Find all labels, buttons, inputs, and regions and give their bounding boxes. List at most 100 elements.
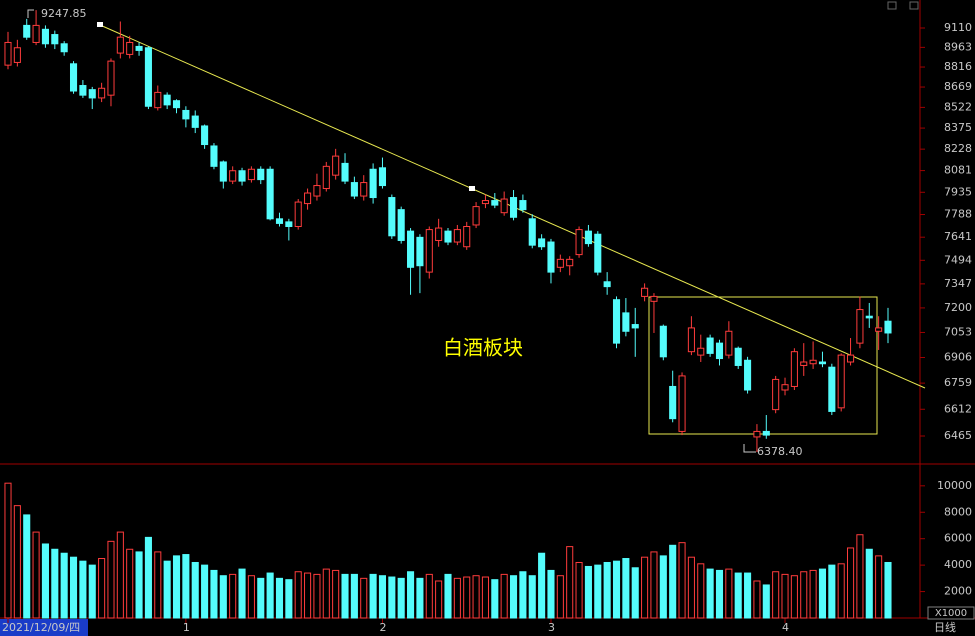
y-tick-label: 7494 xyxy=(944,253,972,266)
candle-body xyxy=(715,342,724,360)
candle-body xyxy=(88,89,96,99)
window-button[interactable] xyxy=(887,1,897,10)
candle-body xyxy=(285,221,293,228)
volume-bar xyxy=(416,577,424,619)
y-tick-label: 7935 xyxy=(944,185,972,198)
candle-body xyxy=(800,361,808,366)
candle-body xyxy=(397,209,405,241)
volume-bar xyxy=(41,543,49,619)
candle-body xyxy=(809,359,817,365)
candle-body xyxy=(659,325,667,358)
volume-bar xyxy=(612,560,621,619)
candle-body xyxy=(425,229,433,273)
volume-bar xyxy=(828,564,836,619)
volume-bar xyxy=(687,556,695,619)
volume-bar xyxy=(715,569,724,619)
volume-bar xyxy=(238,568,246,619)
candle-body xyxy=(641,287,649,297)
volume-bar xyxy=(60,552,68,619)
candle-body xyxy=(472,206,480,226)
candle-body xyxy=(444,230,452,243)
candle-body xyxy=(678,375,686,432)
volume-bar xyxy=(659,555,667,619)
candle-body xyxy=(341,162,349,182)
candle-body xyxy=(135,45,143,51)
candle-body xyxy=(622,312,630,332)
volume-bar xyxy=(519,571,527,619)
volume-bar xyxy=(4,482,12,619)
y-tick-label: 8963 xyxy=(944,40,972,53)
volume-bar xyxy=(875,555,883,619)
volume-bar xyxy=(229,573,237,619)
date-highlight xyxy=(0,619,88,636)
candle-body xyxy=(172,100,181,109)
candle-body xyxy=(491,200,499,206)
candle-body xyxy=(875,327,883,332)
candle-body xyxy=(612,299,621,344)
candle-body xyxy=(332,155,340,176)
x-tick-label: 3 xyxy=(548,621,555,634)
candle-body xyxy=(453,229,461,243)
candle-body xyxy=(13,47,21,63)
volume-bar xyxy=(32,531,40,619)
candle-body xyxy=(360,182,368,197)
volume-bar xyxy=(23,514,31,619)
candle-body xyxy=(818,361,827,365)
volume-bar xyxy=(435,580,443,619)
volume-bar xyxy=(107,540,115,619)
volume-bar xyxy=(322,568,330,619)
candle-body xyxy=(547,241,555,273)
volume-bar xyxy=(51,548,59,619)
candle-body xyxy=(744,359,752,391)
volume-bar xyxy=(809,569,817,619)
y-tick-label: 7053 xyxy=(944,325,972,338)
volume-bar xyxy=(13,505,21,619)
volume-bar xyxy=(378,575,387,619)
candle-body xyxy=(687,327,695,353)
candle-body xyxy=(350,182,358,197)
window-button[interactable] xyxy=(909,1,919,10)
volume-bar xyxy=(725,568,733,619)
candle-body xyxy=(762,430,770,436)
volume-bar xyxy=(697,563,705,619)
volume-bar xyxy=(210,569,218,619)
y-tick-label: 6612 xyxy=(944,402,972,415)
volume-bar xyxy=(191,561,199,619)
candle-body xyxy=(257,168,265,181)
volume-bar xyxy=(304,572,312,619)
volume-bar xyxy=(313,573,321,619)
candle-body xyxy=(556,258,564,268)
volume-bar xyxy=(847,547,855,619)
candle-body xyxy=(219,161,227,182)
candle-body xyxy=(594,233,602,273)
candle-body xyxy=(865,315,873,319)
unit-box xyxy=(927,606,975,620)
volume-bar xyxy=(500,573,508,619)
volume-bar xyxy=(135,551,143,619)
candle-body xyxy=(481,200,489,205)
candle-body xyxy=(584,230,592,245)
volume-tick-label: 8000 xyxy=(944,505,972,518)
y-tick-label: 7347 xyxy=(944,277,972,290)
volume-bar xyxy=(453,577,461,619)
volume-bar xyxy=(350,573,358,619)
volume-bar xyxy=(369,573,377,619)
volume-tick-label: 10000 xyxy=(937,479,972,492)
trend-anchor xyxy=(97,22,103,27)
candle-body xyxy=(828,366,836,412)
volume-bar xyxy=(538,552,546,619)
candle-body xyxy=(266,168,274,220)
y-tick-label: 8375 xyxy=(944,121,972,134)
volume-bar xyxy=(631,567,639,619)
candle-body xyxy=(41,28,49,45)
volume-bar xyxy=(669,544,677,619)
volume-bar xyxy=(126,548,134,619)
volume-bar xyxy=(856,534,864,619)
volume-bar xyxy=(172,555,181,619)
volume-bar xyxy=(444,573,452,619)
candle-body xyxy=(725,330,733,356)
x-tick-label: 2 xyxy=(379,621,386,634)
volume-bar xyxy=(285,579,293,619)
volume-bar xyxy=(556,575,564,619)
